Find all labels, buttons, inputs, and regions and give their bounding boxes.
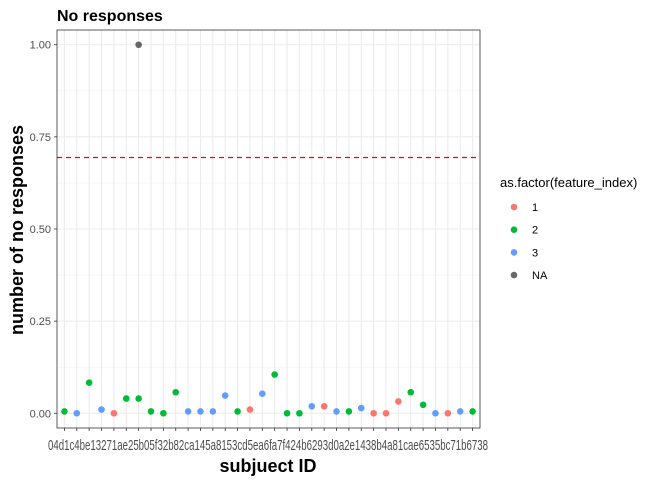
data-point bbox=[135, 395, 142, 402]
x-tick-labels: 04d1c4be13271ae25b05f32b82ca145a8153cd5e… bbox=[48, 437, 488, 454]
plot-panel bbox=[56, 29, 481, 429]
data-point bbox=[382, 409, 390, 417]
data-point bbox=[209, 408, 217, 415]
data-point bbox=[259, 390, 266, 398]
data-point bbox=[184, 408, 192, 415]
data-point bbox=[73, 409, 81, 417]
data-point bbox=[271, 371, 278, 378]
data-point bbox=[345, 408, 353, 415]
data-point bbox=[61, 408, 68, 415]
legend-key bbox=[510, 226, 518, 233]
data-point bbox=[456, 408, 464, 415]
data-point bbox=[296, 409, 303, 417]
data-point bbox=[308, 402, 316, 410]
y-axis-title: number of no responses bbox=[7, 125, 27, 335]
legend-key bbox=[510, 271, 518, 279]
y-tick-label: 1.00 bbox=[30, 40, 51, 52]
legend-key bbox=[510, 249, 518, 256]
x-axis-title: subjuect ID bbox=[219, 456, 316, 476]
data-point bbox=[357, 404, 365, 412]
legend-label: 2 bbox=[532, 225, 538, 237]
x-axis: 04d1c4be13271ae25b05f32b82ca145a8153cd5e… bbox=[48, 428, 488, 454]
y-tick-label: 0.00 bbox=[30, 408, 51, 420]
data-point bbox=[320, 402, 328, 410]
data-point bbox=[172, 388, 180, 396]
data-point bbox=[122, 395, 130, 402]
legend-label: 3 bbox=[532, 247, 538, 259]
legend: as.factor(feature_index) 1 2 3 NA bbox=[500, 175, 637, 282]
legend-title: as.factor(feature_index) bbox=[500, 175, 637, 190]
chart-title: No responses bbox=[57, 8, 163, 25]
legend-label: 1 bbox=[532, 202, 538, 214]
data-point bbox=[283, 409, 291, 417]
legend-label: NA bbox=[532, 270, 548, 282]
data-point bbox=[234, 408, 241, 415]
data-point bbox=[407, 388, 415, 396]
data-point bbox=[147, 408, 155, 415]
y-tick-label: 0.75 bbox=[30, 132, 51, 144]
y-axis: 0.00 0.25 0.50 0.75 1.00 bbox=[30, 40, 57, 420]
data-point bbox=[469, 408, 476, 415]
legend-key bbox=[510, 203, 518, 211]
data-point bbox=[135, 41, 142, 49]
data-point bbox=[98, 406, 105, 413]
data-point bbox=[246, 406, 254, 413]
data-point bbox=[110, 409, 118, 417]
data-point bbox=[197, 408, 204, 415]
data-point bbox=[160, 409, 167, 417]
data-point bbox=[333, 408, 340, 415]
y-tick-label: 0.50 bbox=[30, 224, 51, 236]
data-point bbox=[85, 379, 93, 386]
data-point bbox=[419, 401, 427, 409]
data-point bbox=[395, 398, 402, 405]
data-point bbox=[221, 392, 229, 399]
y-tick-label: 0.25 bbox=[30, 316, 51, 328]
data-point bbox=[370, 409, 377, 417]
data-point bbox=[432, 409, 439, 417]
data-point bbox=[444, 409, 452, 417]
